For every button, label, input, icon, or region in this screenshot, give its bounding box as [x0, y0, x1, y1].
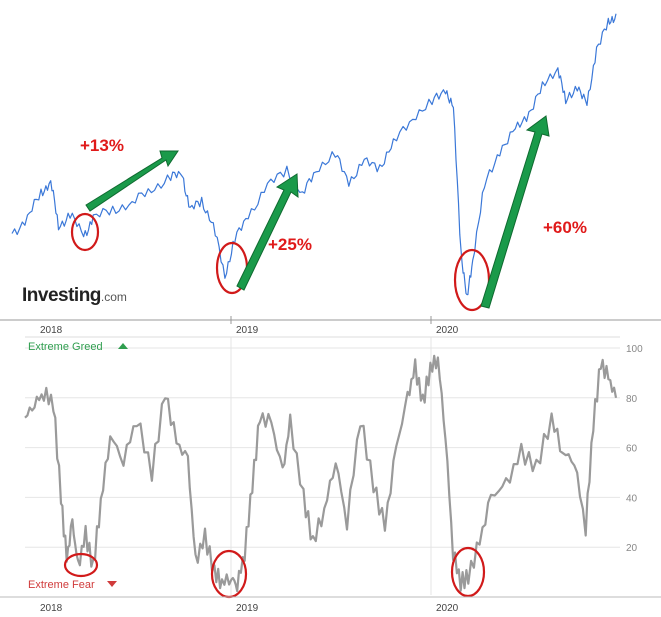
bottom-x-tick-2019: 2019 — [236, 603, 259, 614]
investing-logo: Investing.com — [22, 286, 127, 305]
bottom-x-tick-2018: 2018 — [40, 603, 63, 614]
fear-greed-chart: 20 40 60 80 100 Extreme Greed Extreme Fear 2… — [0, 336, 661, 614]
y-tick-60: 60 — [626, 444, 638, 455]
extreme-greed-label: Extreme Greed — [28, 341, 103, 353]
gain-arrow-1 — [85, 150, 179, 212]
y-tick-20: 20 — [626, 543, 638, 554]
price-line — [11, 13, 617, 296]
bottom-x-tick-2020: 2020 — [436, 603, 459, 614]
price-chart: +13% +25% +60% 2018 2019 2020 — [0, 13, 661, 336]
top-x-tick-2018: 2018 — [40, 325, 63, 336]
fear-circle-2018 — [63, 552, 99, 578]
top-x-tick-2020: 2020 — [436, 325, 459, 336]
gain-label-2: +25% — [268, 235, 312, 254]
gain-arrow-2 — [236, 173, 299, 291]
fear-circle-2020 — [450, 546, 486, 598]
low-circle-2018 — [70, 212, 100, 252]
y-tick-100: 100 — [626, 344, 643, 355]
gain-label-1: +13% — [80, 136, 124, 155]
brand-name: Investing — [22, 285, 101, 306]
y-tick-80: 80 — [626, 394, 638, 405]
gain-label-3: +60% — [543, 218, 587, 237]
gain-arrow-3 — [480, 115, 550, 309]
sentiment-line — [24, 354, 618, 593]
extreme-fear-label: Extreme Fear — [28, 579, 95, 591]
y-tick-40: 40 — [626, 493, 638, 504]
brand-suffix: .com — [100, 290, 127, 304]
fear-down-triangle-icon — [107, 581, 117, 587]
greed-up-triangle-icon — [118, 343, 128, 349]
top-x-tick-2019: 2019 — [236, 325, 259, 336]
